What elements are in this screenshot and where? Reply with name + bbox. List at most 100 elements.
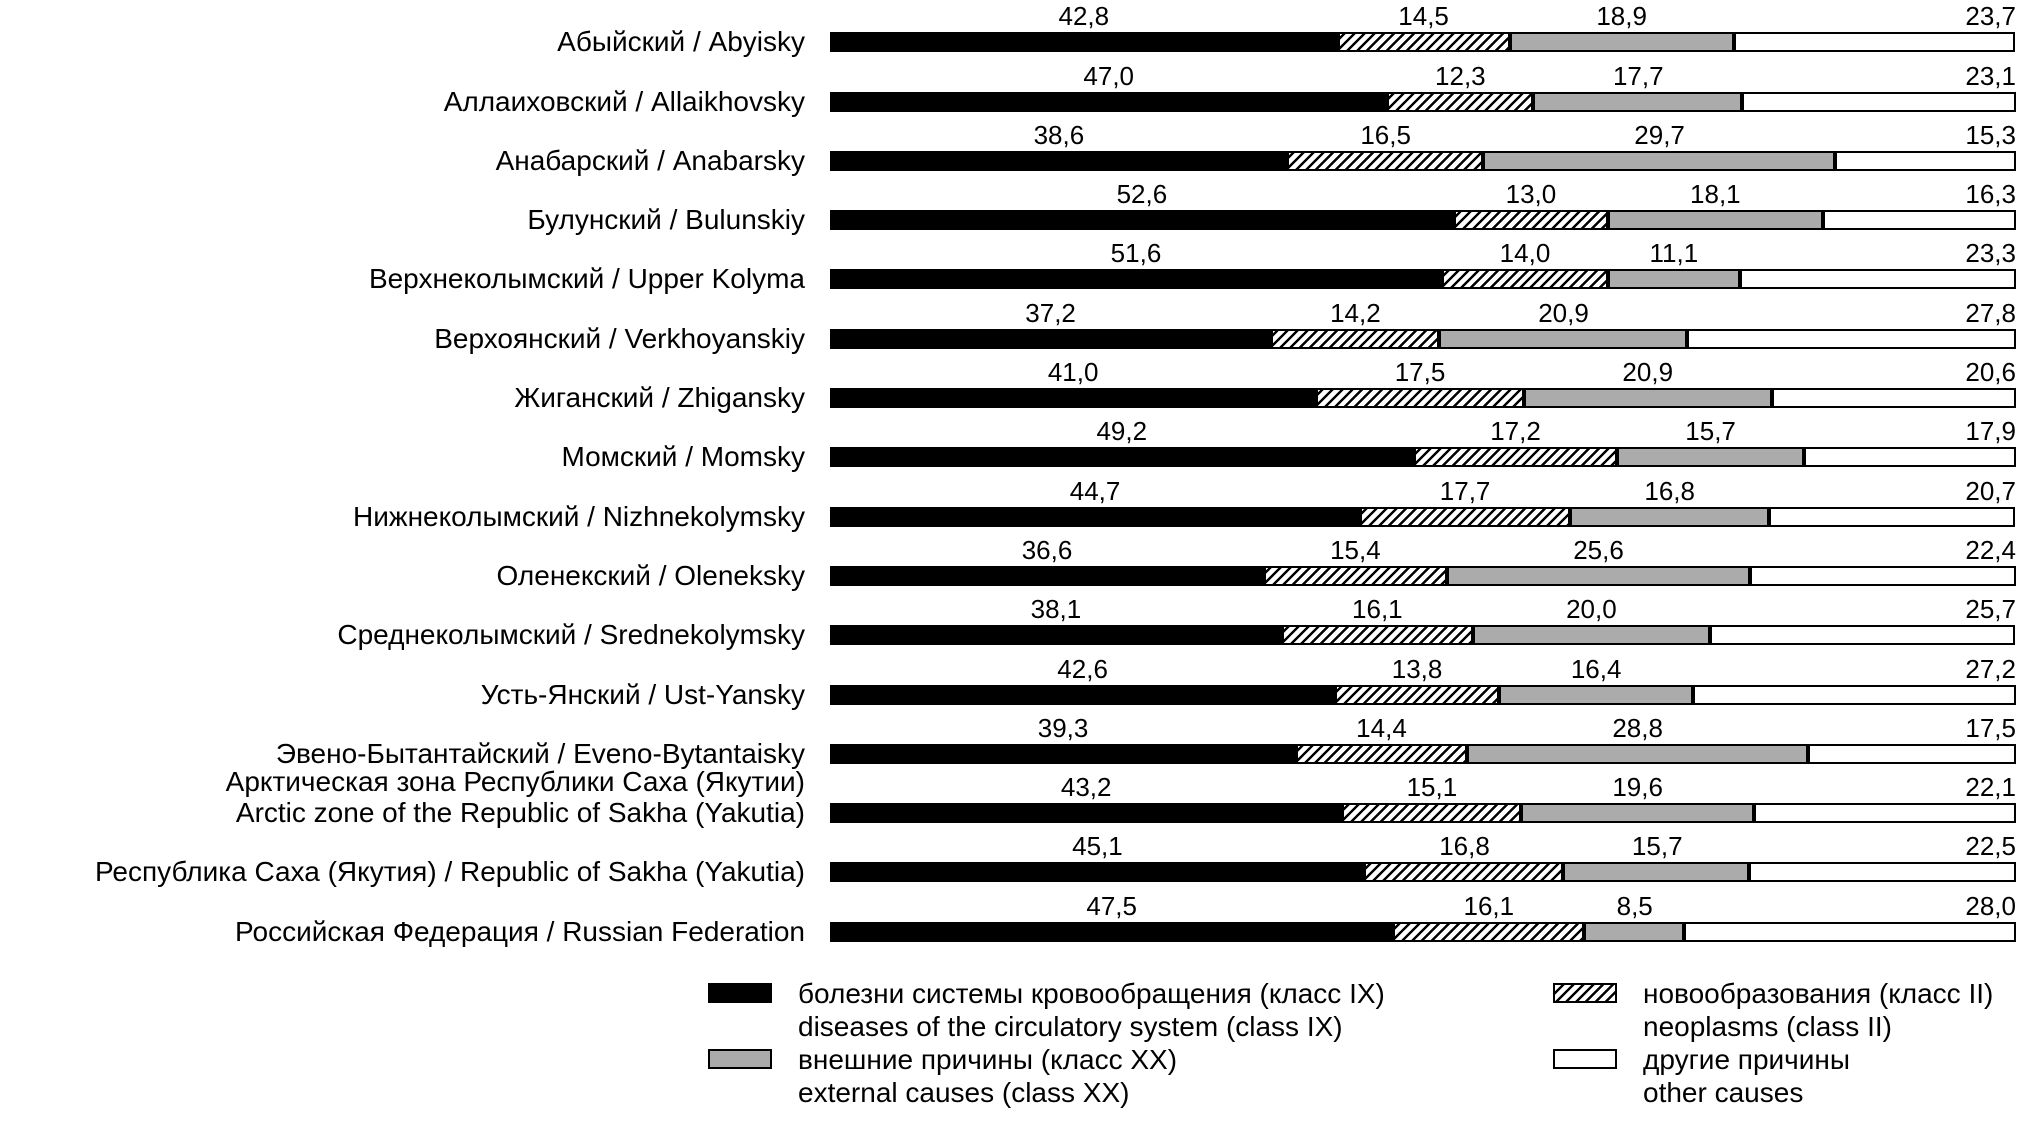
row-bar-area: 39,3 14,4 28,8 17,5 — [830, 714, 2020, 773]
chart-rows: Абыйский / Abyisky 42,8 14,5 18,9 23,7 Алла… — [0, 2, 2020, 951]
value-label-external: 18,1 — [1690, 179, 1741, 210]
value-label-other: 25,7 — [1965, 594, 2016, 625]
row-category-label: Верхнеколымский / Upper Kolyma — [0, 239, 815, 298]
row-stacked-bar — [830, 91, 2016, 112]
value-label-other: 20,6 — [1965, 357, 2016, 388]
bar-segment-external — [1563, 862, 1750, 883]
row-bar-area: 45,1 16,8 15,7 22,5 — [830, 832, 2020, 891]
row-category-label-line: Верхоянский / Verkhoyanskiy — [434, 322, 805, 354]
bar-segment-circulatory — [830, 328, 1271, 349]
row-category-label-line: Анабарский / Anabarsky — [495, 144, 805, 176]
legend-entry-label: болезни системы кровообращения (класс IX… — [798, 977, 1385, 1043]
bar-segment-circulatory — [830, 921, 1393, 942]
row-value-labels: 44,7 17,7 16,8 20,7 — [830, 477, 2016, 507]
row-value-labels: 42,6 13,8 16,4 27,2 — [830, 655, 2016, 685]
bar-segment-other — [1834, 150, 2016, 171]
row-bar-area: 47,0 12,3 17,7 23,1 — [830, 61, 2020, 120]
bar-segment-other — [1686, 328, 2016, 349]
value-label-other: 22,4 — [1965, 534, 2016, 565]
value-label-other: 20,7 — [1965, 475, 2016, 506]
bar-segment-neoplasms — [1413, 447, 1618, 468]
bar-segment-other — [1709, 625, 2015, 646]
row-value-labels: 38,1 16,1 20,0 25,7 — [830, 595, 2016, 625]
value-label-neoplasms: 17,5 — [1394, 357, 1446, 388]
value-label-external: 11,1 — [1649, 238, 1699, 269]
legend-swatch-white — [1553, 1048, 1617, 1069]
row-category-label: Оленекский / Oleneksky — [0, 536, 815, 595]
value-label-circulatory: 37,2 — [1025, 297, 1076, 328]
legend-entry: другие причины other causes — [1553, 1043, 1993, 1109]
bar-segment-circulatory — [830, 803, 1343, 824]
value-label-other: 23,1 — [1965, 60, 2016, 91]
chart-row: Среднеколымский / Srednekolymsky 38,1 16,… — [0, 595, 2020, 654]
row-value-labels: 43,2 15,1 19,6 22,1 — [830, 773, 2016, 803]
row-value-labels: 45,1 16,8 15,7 22,5 — [830, 832, 2016, 862]
bar-segment-external — [1608, 269, 1740, 290]
value-label-other: 23,3 — [1965, 238, 2016, 269]
row-bar-area: 47,5 16,1 8,5 28,0 — [830, 891, 2020, 950]
value-label-neoplasms: 14,5 — [1398, 1, 1449, 32]
bar-segment-external — [1498, 684, 1694, 705]
value-label-neoplasms: 16,1 — [1463, 890, 1515, 921]
bar-segment-neoplasms — [1270, 328, 1439, 349]
row-stacked-bar — [830, 921, 2016, 942]
value-label-circulatory: 42,6 — [1057, 653, 1108, 684]
value-label-circulatory: 39,3 — [1037, 712, 1089, 743]
bar-segment-circulatory — [830, 743, 1297, 764]
value-label-external: 8,5 — [1616, 890, 1653, 921]
bar-segment-external — [1570, 506, 1770, 527]
row-category-label: Республика Саха (Якутия) / Republic of S… — [0, 832, 815, 891]
bar-segment-neoplasms — [1360, 506, 1571, 527]
chart-row: Республика Саха (Якутия) / Republic of S… — [0, 832, 2020, 891]
value-label-external: 16,8 — [1644, 475, 1695, 506]
row-category-label-line: Оленекский / Oleneksky — [496, 559, 805, 591]
row-stacked-bar — [830, 150, 2016, 171]
legend-entry-label: новообразования (класс II) neoplasms (cla… — [1643, 977, 1993, 1043]
bar-segment-neoplasms — [1264, 565, 1447, 586]
value-label-other: 15,3 — [1965, 119, 2016, 150]
bar-segment-external — [1608, 210, 1823, 231]
row-stacked-bar — [830, 210, 2016, 231]
bar-segment-external — [1446, 565, 1751, 586]
value-label-external: 28,8 — [1612, 712, 1663, 743]
bar-segment-neoplasms — [1316, 388, 1524, 409]
value-label-neoplasms: 15,1 — [1406, 772, 1458, 803]
value-label-external: 20,9 — [1538, 297, 1589, 328]
value-label-other: 17,5 — [1965, 712, 2016, 743]
row-stacked-bar — [830, 565, 2016, 586]
row-category-label-line: Среднеколымский / Srednekolymsky — [337, 619, 805, 651]
chart-row: Оленекский / Oleneksky 36,6 15,4 25,6 22,4 — [0, 536, 2020, 595]
bar-segment-external — [1509, 32, 1734, 53]
bar-segment-circulatory — [830, 447, 1414, 468]
row-value-labels: 37,2 14,2 20,9 27,8 — [830, 299, 2016, 329]
value-label-external: 15,7 — [1631, 831, 1683, 862]
row-stacked-bar — [830, 269, 2016, 290]
legend-entry: новообразования (класс II) neoplasms (cla… — [1553, 977, 1993, 1043]
legend-entry-label: другие причины other causes — [1643, 1043, 1850, 1109]
row-value-labels: 39,3 14,4 28,8 17,5 — [830, 714, 2016, 744]
bar-segment-circulatory — [830, 91, 1387, 112]
row-category-label: Аллаиховский / Allaikhovsky — [0, 61, 815, 120]
bar-segment-other — [1693, 684, 2016, 705]
value-label-other: 22,5 — [1965, 831, 2016, 862]
row-bar-area: 36,6 15,4 25,6 22,4 — [830, 536, 2020, 595]
bar-segment-external — [1521, 803, 1754, 824]
row-category-label: Арктическая зона Республики Саха (Якутии… — [0, 766, 815, 832]
row-category-label: Российская Федерация / Russian Federatio… — [0, 891, 815, 950]
value-label-other: 27,8 — [1965, 297, 2016, 328]
chart-row: Анабарский / Anabarsky 38,6 16,5 29,7 15,3 — [0, 121, 2020, 180]
legend-entry: внешние причины (класс XX) external cause… — [708, 1043, 1553, 1109]
bar-segment-external — [1523, 388, 1772, 409]
row-category-label: Момский / Momsky — [0, 417, 815, 476]
row-category-label: Жиганский / Zhigansky — [0, 358, 815, 417]
row-value-labels: 42,8 14,5 18,9 23,7 — [830, 2, 2016, 32]
value-label-neoplasms: 15,4 — [1330, 534, 1381, 565]
row-value-labels: 41,0 17,5 20,9 20,6 — [830, 358, 2016, 388]
bar-segment-neoplasms — [1335, 684, 1499, 705]
legend-label-line: внешние причины (класс XX) — [798, 1043, 1178, 1075]
row-category-label: Усть-Янский / Ust-Yansky — [0, 654, 815, 713]
row-stacked-bar — [830, 32, 2016, 53]
bar-segment-external — [1617, 447, 1804, 468]
bar-segment-external — [1439, 328, 1687, 349]
chart-row: Арктическая зона Республики Саха (Якутии… — [0, 766, 2020, 832]
